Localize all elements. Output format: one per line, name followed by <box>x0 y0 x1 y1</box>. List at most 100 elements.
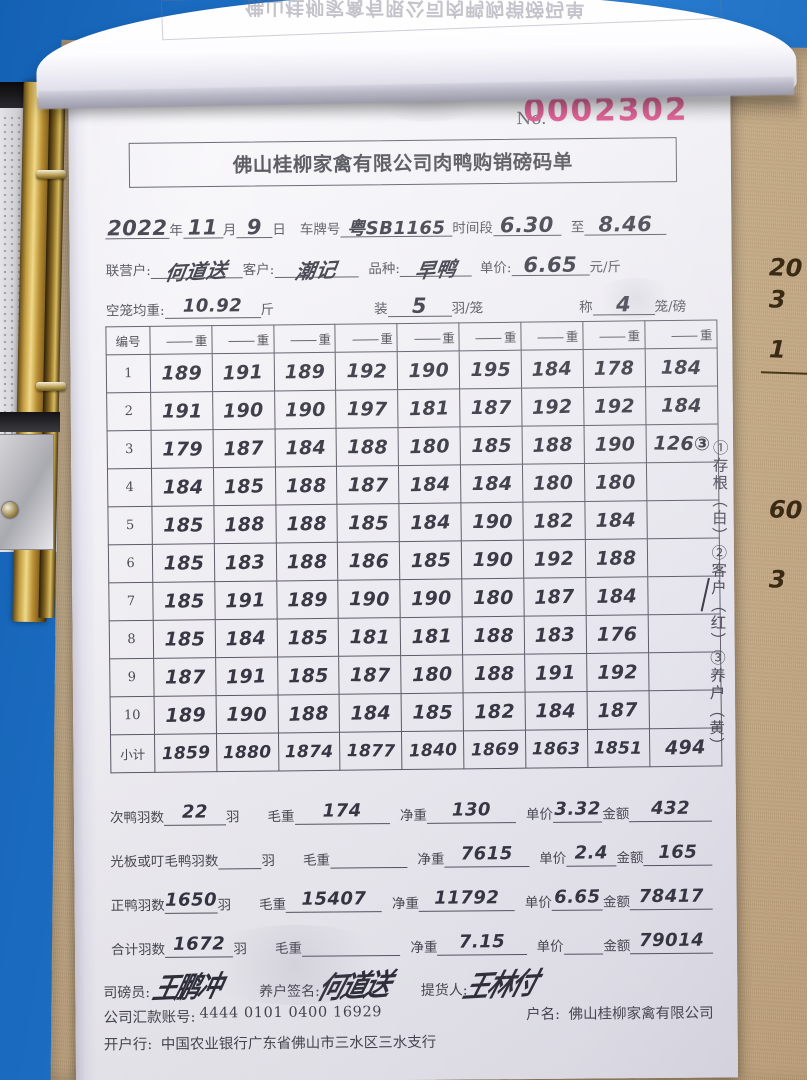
clip-screw <box>2 502 18 518</box>
weight-cell: 190 <box>461 540 524 579</box>
summary-gross-label: 毛重 <box>267 808 295 826</box>
summary-row: 次鸭羽数 22 羽 毛重 174 净重 130 单价 3.32 金额 432 <box>110 778 713 826</box>
receipt-sheet: No. 0002302 佛山桂柳家禽有限公司肉鸭购销磅码单 2022 年 11 … <box>67 41 739 1080</box>
unit-price-value: 6.65 <box>523 252 578 278</box>
summary-price-label: 单价 <box>539 850 567 867</box>
weight-cell: 188 <box>277 693 341 734</box>
weight-cell: 189 <box>153 695 217 735</box>
receiver-signature: 王林付 <box>459 965 541 1006</box>
weight-cell: 185 <box>399 540 463 580</box>
subtotal-cell: 1874 <box>278 732 341 771</box>
weight-cell: 192 <box>522 538 586 579</box>
weight-cell: 185 <box>152 544 215 583</box>
weigh-unit: 笼/磅 <box>654 298 687 316</box>
row-id: 7 <box>108 582 154 621</box>
subtotal-cell: 1851 <box>587 728 650 768</box>
col-header-weight-label: 重 <box>194 333 208 349</box>
summary-amount-value: 432 <box>650 797 691 820</box>
weight-cell: 182 <box>462 691 526 732</box>
weight-cell: 181 <box>338 617 401 657</box>
weight-cell: 182 <box>522 500 586 541</box>
summary-amount-value: 165 <box>658 841 698 864</box>
weight-table: 编号 重 重 重 重 重 重 重 重 重 1 189 191 189 192 190 195… <box>105 319 723 774</box>
weight-cell: 184 <box>339 693 402 733</box>
weight-cell: 185 <box>152 506 214 545</box>
summary-count-unit: 羽 <box>233 941 247 958</box>
summary-price-label: 单价 <box>524 894 552 912</box>
weight-cell: 179 <box>151 430 214 469</box>
weight-cell: 188 <box>275 504 338 543</box>
bank-account-label: 公司汇款账号: <box>103 1009 196 1027</box>
load-value: 5 <box>411 293 428 318</box>
col-header-weight: 重 <box>273 324 336 353</box>
subtotal-cell: 1880 <box>216 732 279 772</box>
time-from-value: 6.30 <box>499 212 554 238</box>
summary-net-label: 净重 <box>410 939 438 956</box>
empty-cage-value: 10.92 <box>182 295 243 317</box>
weight-cell: 180 <box>398 426 461 466</box>
margin-note-2: 3 <box>768 285 787 314</box>
weight-cell: 192 <box>521 386 585 427</box>
meta-block: 2022 年 11 月 9 日 车牌号 粤SB1165 时间段 6.30 至 8… <box>105 195 708 320</box>
summary-net-label: 净重 <box>391 895 419 913</box>
summary-row: 光板或叮毛鸭羽数 羽 毛重 净重 7615 单价 2.4 金额 165 <box>110 822 713 870</box>
bank-account-value: 4444 0101 0400 16929 <box>199 1004 383 1022</box>
margin-note-1: 20 <box>768 253 803 283</box>
summary-count-value: 1650 <box>164 889 218 911</box>
weight-table-body: 1 189 191 189 192 190 195 184 178 184 2 191 190 190 19… <box>106 347 723 774</box>
weight-cell: 184 <box>644 347 718 387</box>
weight-cell: 195 <box>459 350 522 389</box>
weight-cell: 180 <box>584 462 647 502</box>
bank-branch-row: 开户行: 中国农业银行广东省佛山市三水区三水支行 <box>104 1029 714 1055</box>
weight-cell: 185 <box>276 618 340 657</box>
date-month-value: 11 <box>187 215 219 240</box>
weight-cell: 187 <box>339 655 402 695</box>
weigher-signature: 王鹏冲 <box>149 969 225 1007</box>
summary-count-unit: 羽 <box>225 809 240 826</box>
weight-cell: 191 <box>524 652 588 693</box>
load-label: 装 <box>374 301 388 318</box>
weight-cell: 176 <box>585 614 649 654</box>
bank-branch-value: 中国农业银行广东省佛山市三水区三水支行 <box>160 1034 437 1053</box>
empty-cage-label: 空笼均重: <box>105 302 165 320</box>
summary-amount-label: 金额 <box>616 850 644 867</box>
table-row: 9 187 191 185 187 180 188 191 192 <box>109 651 722 697</box>
weight-cell: 184 <box>525 691 588 730</box>
summary-amount-value: 78417 <box>638 885 704 908</box>
summary-net-value: 7.15 <box>458 931 506 953</box>
weight-cell: 188 <box>462 616 525 655</box>
summary-gross-label: 毛重 <box>302 852 330 869</box>
clip-pin-upper <box>36 170 66 179</box>
summary-price-value: 3.32 <box>554 798 601 820</box>
row-id: 5 <box>107 506 153 545</box>
weight-cell: 188 <box>521 424 585 465</box>
summary-count-unit: 羽 <box>261 853 275 870</box>
weight-cell: 186 <box>337 541 401 581</box>
clip-lower-plate <box>0 434 54 550</box>
row-id: 4 <box>107 468 152 507</box>
weight-cell <box>646 461 719 501</box>
time-to-label: 至 <box>570 219 585 236</box>
weigh-value: 4 <box>615 292 632 317</box>
unit-price-label: 单价: <box>479 260 512 277</box>
row-id: 10 <box>110 696 155 735</box>
col-header-weight: 重 <box>211 324 274 354</box>
weight-cell: 192 <box>335 351 398 391</box>
weight-cell: 185 <box>277 656 340 695</box>
weight-cell: 187 <box>212 428 276 469</box>
weight-cell: 192 <box>583 386 646 426</box>
customer-label: 客户: <box>242 262 275 279</box>
weight-cell: 183 <box>523 614 587 655</box>
row-id: 6 <box>108 544 153 583</box>
summary-row: 正鸭羽数 1650 羽 毛重 15407 净重 11792 单价 6.65 金额 78417 <box>110 866 713 914</box>
clipboard-clip[interactable] <box>0 81 88 642</box>
subtotal-label: 小计 <box>110 734 155 773</box>
farmer-signature: 何道送 <box>313 966 395 1007</box>
time-label: 时间段 <box>452 220 493 237</box>
weight-cell: 188 <box>462 654 525 693</box>
date-year-label: 年 <box>169 222 183 239</box>
col-header-weight: 重 <box>644 319 718 349</box>
weight-cell: 184 <box>460 464 523 503</box>
weight-cell: 185 <box>212 466 277 507</box>
